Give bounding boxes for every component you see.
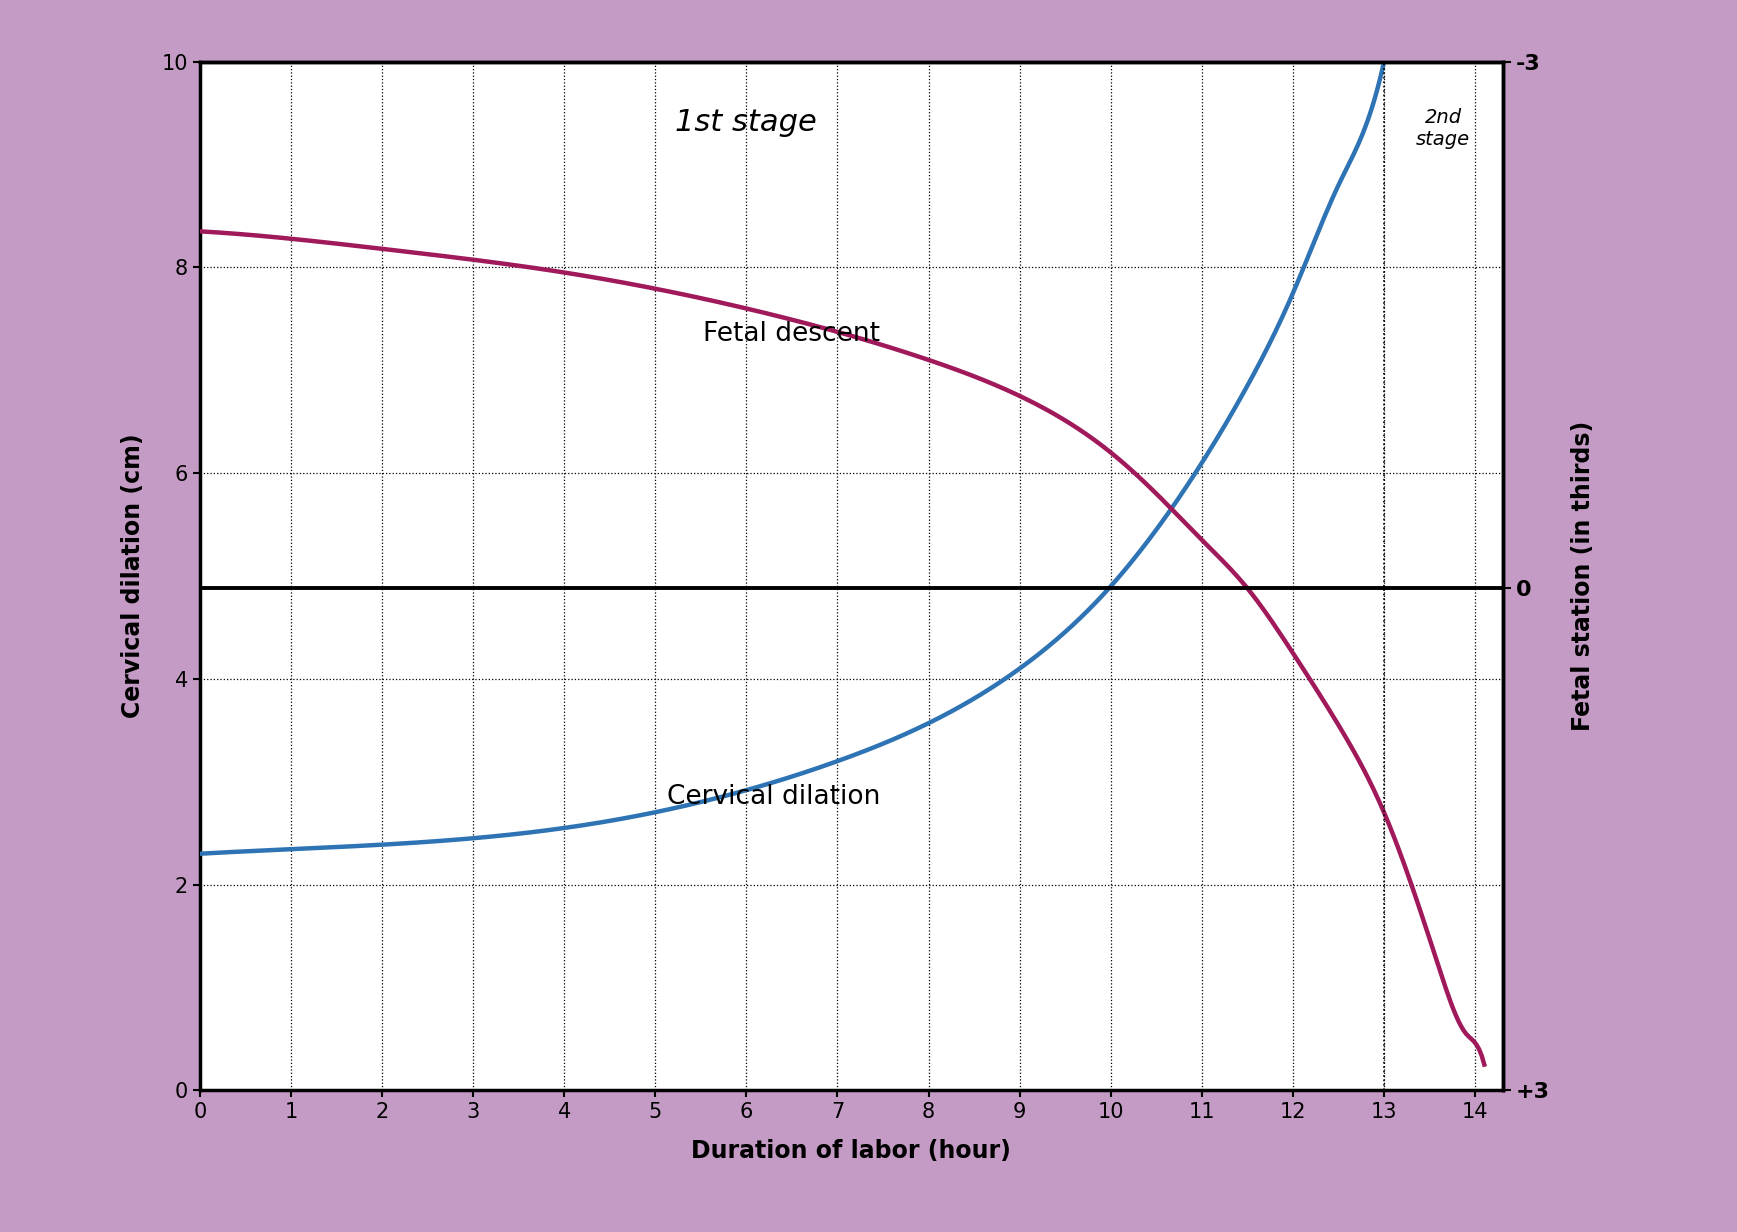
Text: Cervical dilation: Cervical dilation: [667, 784, 881, 811]
X-axis label: Duration of labor (hour): Duration of labor (hour): [691, 1138, 1011, 1163]
Y-axis label: Cervical dilation (cm): Cervical dilation (cm): [122, 434, 144, 718]
Y-axis label: Fetal station (in thirds): Fetal station (in thirds): [1570, 421, 1595, 731]
Text: Fetal descent: Fetal descent: [703, 322, 881, 347]
Text: 2nd
stage: 2nd stage: [1416, 108, 1470, 149]
Text: 1st stage: 1st stage: [676, 108, 816, 137]
